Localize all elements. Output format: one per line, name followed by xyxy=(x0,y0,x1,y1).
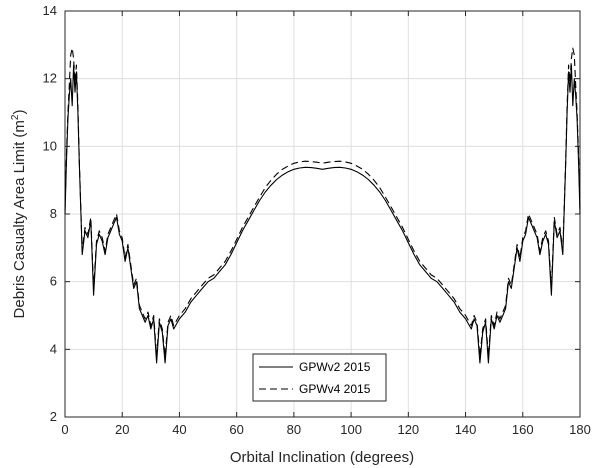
series-line-gpwv2 xyxy=(64,64,581,364)
y-axis-label: Debris Casualty Area Limit (m2) xyxy=(10,110,28,319)
axis-ticks: 0 20 40 60 80 100 120 140 160 180 2 4 6 8 10 12 14 xyxy=(43,3,591,437)
y-tick-label: 2 xyxy=(50,409,57,424)
series-line-gpwv4 xyxy=(64,47,581,357)
legend-label-gpwv2: GPWv2 2015 xyxy=(299,360,371,374)
y-tick-label: 8 xyxy=(50,206,57,221)
x-tick-label: 20 xyxy=(115,422,129,437)
x-axis-label: Orbital Inclination (degrees) xyxy=(230,449,414,466)
legend: GPWv2 2015 GPWv4 2015 xyxy=(252,353,387,402)
legend-label-gpwv4: GPWv4 2015 xyxy=(299,382,371,396)
y-tick-label: 6 xyxy=(50,274,57,289)
legend-box xyxy=(252,353,387,402)
x-tick-label: 100 xyxy=(340,422,362,437)
x-tick-label: 120 xyxy=(397,422,419,437)
y-axis-label-sup: 2 xyxy=(10,114,21,120)
x-tick-label: 160 xyxy=(512,422,534,437)
x-tick-label: 80 xyxy=(287,422,301,437)
series-group xyxy=(64,47,581,364)
x-tick-label: 40 xyxy=(172,422,186,437)
y-axis-label-close: ) xyxy=(11,110,28,115)
x-tick-label: 0 xyxy=(61,422,68,437)
grid xyxy=(65,11,580,417)
y-axis-label-main: Debris Casualty Area Limit (m xyxy=(11,120,28,318)
x-tick-label: 140 xyxy=(455,422,477,437)
y-tick-label: 12 xyxy=(43,71,57,86)
x-tick-label: 60 xyxy=(229,422,243,437)
x-tick-label: 180 xyxy=(569,422,591,437)
y-tick-label: 14 xyxy=(43,3,57,18)
y-tick-label: 10 xyxy=(43,138,57,153)
y-tick-label: 4 xyxy=(50,341,57,356)
